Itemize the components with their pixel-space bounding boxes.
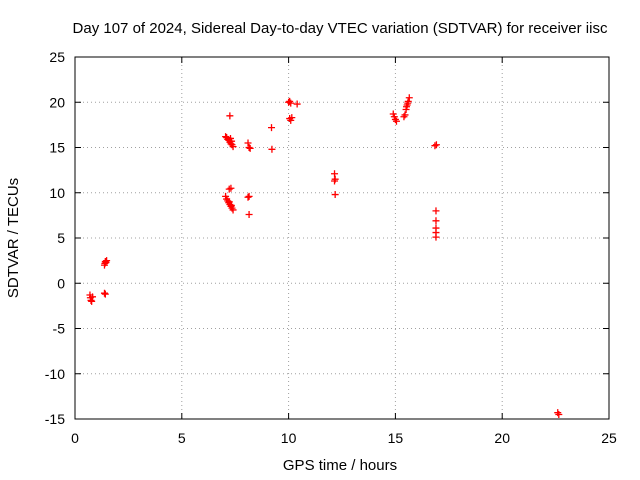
data-point (88, 297, 96, 305)
data-point (432, 141, 440, 149)
data-point (288, 114, 296, 122)
y-tick-label: 10 (49, 185, 65, 201)
data-point (431, 142, 439, 150)
data-point (245, 144, 253, 151)
data-point (229, 143, 237, 151)
data-point (100, 289, 108, 297)
data-point (244, 193, 252, 201)
data-point (227, 184, 235, 192)
y-tick-labels: -15 -10 -5 0 5 10 15 20 25 (45, 49, 65, 427)
x-tick-labels: 0 5 10 15 20 25 (71, 430, 617, 446)
data-point (246, 144, 254, 152)
plot-frame (74, 56, 610, 420)
data-point (293, 100, 301, 108)
data-point (89, 293, 97, 301)
data-point (245, 210, 253, 218)
data-point (228, 137, 236, 145)
x-tick-label: 5 (178, 430, 186, 446)
x-tick-label: 0 (71, 430, 79, 446)
x-tick-label: 25 (601, 430, 617, 446)
data-point (401, 111, 409, 119)
data-point (225, 198, 233, 206)
data-point (432, 233, 440, 241)
data-point (555, 410, 563, 418)
y-tick-label: -10 (45, 366, 65, 382)
data-point (225, 185, 233, 193)
data-point (403, 103, 411, 111)
data-point (331, 175, 339, 183)
data-point (404, 99, 412, 107)
data-point (227, 201, 235, 209)
data-point (432, 207, 440, 215)
y-tick-label: 15 (49, 140, 65, 156)
x-tick-label: 10 (281, 430, 297, 446)
grid-lines (75, 57, 609, 419)
data-point (268, 124, 276, 132)
y-tick-label: -15 (45, 411, 65, 427)
data-point (245, 192, 253, 200)
y-tick-label: 25 (49, 49, 65, 65)
data-point (287, 99, 295, 107)
data-point (268, 145, 276, 153)
data-point (331, 191, 339, 199)
y-tick-label: 5 (57, 230, 65, 246)
data-point (432, 217, 440, 225)
data-point (103, 257, 111, 265)
data-point (226, 112, 234, 120)
x-tick-label: 20 (494, 430, 510, 446)
data-point (392, 117, 400, 125)
data-point (405, 94, 413, 102)
y-tick-label: 0 (57, 275, 65, 291)
y-tick-label: 20 (49, 94, 65, 110)
data-point (101, 290, 109, 298)
data-point (244, 139, 252, 147)
data-point (229, 206, 237, 214)
chart-title: Day 107 of 2024, Sidereal Day-to-day VTE… (73, 20, 608, 37)
y-tick-label: -5 (53, 321, 66, 337)
x-axis-label: GPS time / hours (283, 457, 397, 474)
x-tick-label: 15 (388, 430, 404, 446)
y-axis-label: SDTVAR / TECUs (5, 178, 22, 298)
data-points (86, 94, 563, 418)
